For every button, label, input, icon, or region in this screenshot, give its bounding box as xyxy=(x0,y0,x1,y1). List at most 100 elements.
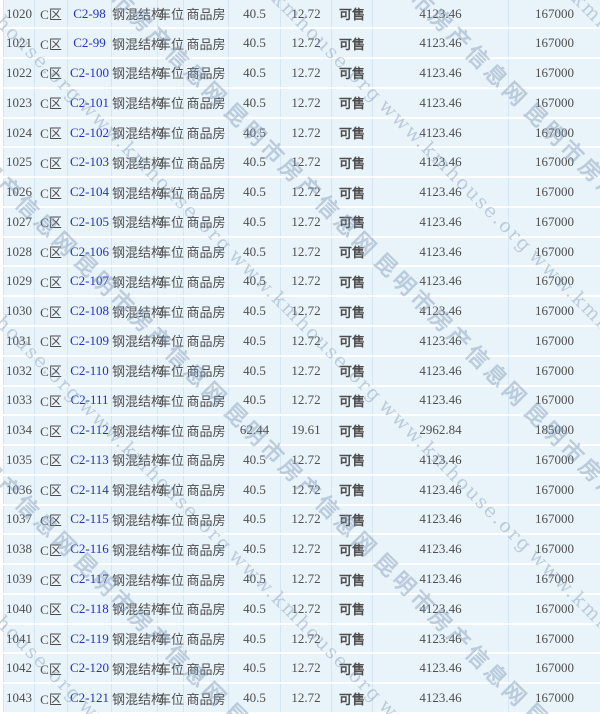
cell-unit-price: 4123.46 xyxy=(372,206,509,238)
unit-link[interactable]: C2-114 xyxy=(70,481,109,497)
unit-link[interactable]: C2-109 xyxy=(70,332,109,348)
cell-zone: C区 xyxy=(34,206,68,238)
cell-unit: C2-100 xyxy=(67,58,112,89)
unit-link[interactable]: C2-106 xyxy=(70,243,109,259)
cell-zone: C区 xyxy=(34,58,68,89)
cell-status: 可售 xyxy=(331,0,373,30)
cell-inner-area: 12.72 xyxy=(280,534,332,566)
unit-link[interactable]: C2-112 xyxy=(70,422,109,438)
cell-total-price: 167000 xyxy=(508,445,600,476)
unit-link[interactable]: C2-119 xyxy=(70,630,109,646)
unit-link[interactable]: C2-117 xyxy=(70,571,109,586)
cell-area: 40.5 xyxy=(228,504,281,536)
cell-zone: C区 xyxy=(34,534,68,566)
unit-link[interactable]: C2-102 xyxy=(70,124,109,140)
cell-unit-price: 4123.46 xyxy=(372,623,509,655)
cell-structure: 钢混结构 xyxy=(111,58,164,89)
cell-category: 商品房 xyxy=(183,117,229,149)
cell-inner-area: 12.72 xyxy=(280,623,332,655)
unit-link[interactable]: C2-108 xyxy=(70,303,109,319)
cell-unit-price: 4123.46 xyxy=(372,445,509,476)
cell-inner-area: 12.72 xyxy=(280,683,332,714)
cell-total-price: 167000 xyxy=(508,236,600,268)
cell-structure: 钢混结构 xyxy=(111,415,164,447)
cell-structure: 钢混结构 xyxy=(111,296,164,327)
cell-category: 商品房 xyxy=(183,623,229,655)
cell-total-price: 167000 xyxy=(508,623,600,655)
cell-unit-price: 4123.46 xyxy=(372,58,509,89)
cell-structure: 钢混结构 xyxy=(111,117,164,149)
table-row: 1040 C区 C2-118 钢混结构 车位 商品房 40.5 12.72 可售… xyxy=(3,593,600,625)
cell-seq: 1029 xyxy=(3,266,35,298)
unit-link[interactable]: C2-110 xyxy=(70,362,109,378)
cell-total-price: 167000 xyxy=(508,87,600,119)
cell-unit: C2-99 xyxy=(67,28,112,60)
cell-total-price: 167000 xyxy=(508,206,600,238)
cell-zone: C区 xyxy=(34,117,68,149)
cell-unit: C2-119 xyxy=(67,623,112,655)
cell-zone: C区 xyxy=(34,385,68,417)
cell-status: 可售 xyxy=(331,87,373,119)
cell-total-price: 167000 xyxy=(508,534,600,566)
cell-structure: 钢混结构 xyxy=(111,504,164,536)
cell-category: 商品房 xyxy=(183,58,229,89)
cell-category: 商品房 xyxy=(183,28,229,60)
cell-usage: 车位 xyxy=(157,653,184,685)
table-row: 1023 C区 C2-101 钢混结构 车位 商品房 40.5 12.72 可售… xyxy=(3,87,600,119)
unit-link[interactable]: C2-116 xyxy=(70,541,109,557)
cell-structure: 钢混结构 xyxy=(111,147,164,179)
cell-category: 商品房 xyxy=(183,296,229,327)
cell-seq: 1041 xyxy=(3,623,35,655)
cell-unit-price: 4123.46 xyxy=(372,474,509,506)
cell-usage: 车位 xyxy=(157,445,184,476)
table-row: 1032 C区 C2-110 钢混结构 车位 商品房 40.5 12.72 可售… xyxy=(3,355,600,387)
unit-link[interactable]: C2-103 xyxy=(70,154,109,170)
cell-unit-price: 4123.46 xyxy=(372,653,509,685)
unit-link[interactable]: C2-105 xyxy=(70,213,109,229)
cell-usage: 车位 xyxy=(157,326,184,357)
table-row: 1042 C区 C2-120 钢混结构 车位 商品房 40.5 12.72 可售… xyxy=(3,653,600,685)
cell-structure: 钢混结构 xyxy=(111,653,164,685)
unit-link[interactable]: C2-98 xyxy=(73,5,106,21)
cell-total-price: 167000 xyxy=(508,326,600,357)
cell-area: 40.5 xyxy=(228,534,281,566)
cell-inner-area: 12.72 xyxy=(280,117,332,149)
unit-link[interactable]: C2-113 xyxy=(70,451,109,467)
cell-area: 40.5 xyxy=(228,87,281,119)
unit-link[interactable]: C2-111 xyxy=(70,392,109,408)
unit-link[interactable]: C2-120 xyxy=(70,660,109,676)
unit-link[interactable]: C2-101 xyxy=(70,94,109,110)
cell-usage: 车位 xyxy=(157,58,184,89)
cell-usage: 车位 xyxy=(157,266,184,298)
cell-area: 40.5 xyxy=(228,474,281,506)
cell-structure: 钢混结构 xyxy=(111,445,164,476)
cell-unit-price: 2962.84 xyxy=(372,415,509,447)
unit-link[interactable]: C2-118 xyxy=(70,600,109,616)
cell-area: 40.5 xyxy=(228,593,281,625)
unit-link[interactable]: C2-99 xyxy=(73,35,106,51)
cell-total-price: 167000 xyxy=(508,474,600,506)
unit-link[interactable]: C2-115 xyxy=(70,511,109,527)
table-row: 1020 C区 C2-98 钢混结构 车位 商品房 40.5 12.72 可售 … xyxy=(3,0,600,30)
table-row: 1039 C区 C2-117 钢混结构 车位 商品房 40.5 12.72 可售… xyxy=(3,564,600,595)
cell-zone: C区 xyxy=(34,593,68,625)
cell-zone: C区 xyxy=(34,236,68,268)
cell-unit: C2-116 xyxy=(67,534,112,566)
unit-link[interactable]: C2-104 xyxy=(70,184,109,200)
cell-usage: 车位 xyxy=(157,0,184,30)
cell-total-price: 167000 xyxy=(508,147,600,179)
table-row: 1038 C区 C2-116 钢混结构 车位 商品房 40.5 12.72 可售… xyxy=(3,534,600,566)
cell-seq: 1042 xyxy=(3,653,35,685)
cell-area: 40.5 xyxy=(228,206,281,238)
cell-usage: 车位 xyxy=(157,683,184,714)
unit-link[interactable]: C2-107 xyxy=(70,273,109,289)
cell-seq: 1027 xyxy=(3,206,35,238)
cell-seq: 1034 xyxy=(3,415,35,447)
cell-unit: C2-103 xyxy=(67,147,112,179)
cell-structure: 钢混结构 xyxy=(111,326,164,357)
unit-link[interactable]: C2-100 xyxy=(70,64,109,80)
unit-link[interactable]: C2-121 xyxy=(70,690,109,706)
table-row: 1033 C区 C2-111 钢混结构 车位 商品房 40.5 12.72 可售… xyxy=(3,385,600,417)
cell-zone: C区 xyxy=(34,355,68,387)
table-row: 1022 C区 C2-100 钢混结构 车位 商品房 40.5 12.72 可售… xyxy=(3,58,600,89)
